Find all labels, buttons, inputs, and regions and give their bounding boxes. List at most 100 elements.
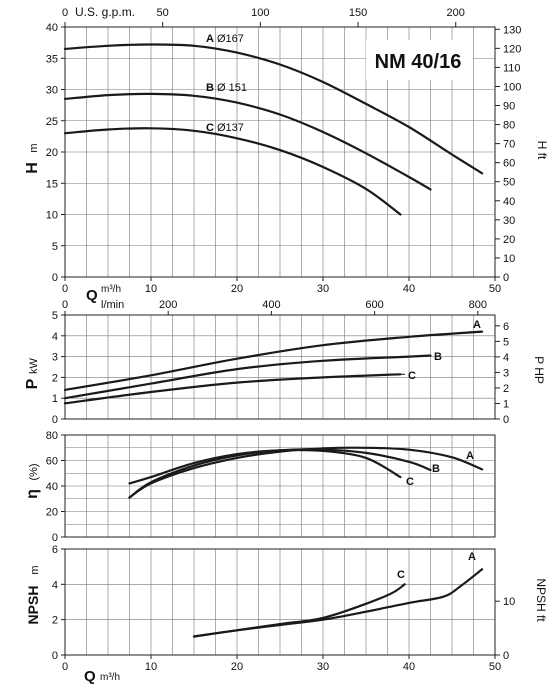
head-y-tick-label: 0 [52,272,58,284]
head-x-tick-label: 50 [489,283,501,295]
head-y-tick-label: 20 [46,147,58,159]
power-curve-c-label: C [408,370,416,382]
efficiency-y-tick-label: 20 [46,507,58,519]
power-y-tick-label: 0 [52,414,58,426]
head-curve-b-diameter: Ø 151 [217,82,247,94]
head-right-tick-label: 110 [503,62,521,74]
head-right-tick-label: 10 [503,253,515,265]
eff-curve-c-label: C [406,476,414,488]
power-curve-c [63,373,402,405]
head-x-tick-label: 20 [231,283,243,295]
lmin-tick-label: 400 [262,299,280,311]
npsh-frame [64,548,496,656]
efficiency-curve-c [128,448,402,485]
head-y-tick-label: 30 [46,85,58,97]
head-y-tick-label: 40 [46,22,58,34]
npsh-x-tick-label: 10 [145,661,157,673]
head-y-tick-label: 10 [46,210,58,222]
power-right-tick-label: 2 [503,383,509,395]
q-axis-label-top: Q [86,287,98,304]
head-right-tick-label: 100 [503,81,521,93]
q-axis-label-bottom: Q [84,668,96,685]
npsh-right-tick-label: 10 [503,596,515,608]
efficiency-y-tick-label: 80 [46,430,58,442]
efficiency-y-tick-label: 60 [46,456,58,468]
power-right-tick-label: 1 [503,398,509,410]
npsh-y-tick-label: 4 [52,579,58,591]
power-right-tick-label: 4 [503,352,509,364]
curve-layer [63,43,484,638]
head-right-tick-label: 40 [503,196,515,208]
usgpm-tick-label: 100 [251,7,269,19]
head-right-tick-label: 20 [503,234,515,246]
power-y-tick-label: 2 [52,372,58,384]
npsh-x-tick-label: 30 [317,661,329,673]
npsh-x-tick-label: 40 [403,661,415,673]
chart-title: NM 40/16 [375,51,462,73]
lmin-tick-label: 200 [159,299,177,311]
efficiency-y-tick-label: 0 [52,532,58,544]
head-right-tick-label: 0 [503,272,509,284]
tick-layer: 0510152025303540010203040506070809010011… [46,7,522,673]
power-right-tick-label: 5 [503,336,509,348]
head-y-tick-label: 25 [46,116,58,128]
npsh-right-tick-label: 0 [503,650,509,662]
npsh-y-tick-label: 6 [52,544,58,556]
npsh-curve-c-label: C [397,569,405,581]
title-box [366,40,473,80]
npsh-y-tick-label: 2 [52,615,58,627]
power-right-tick-label: 3 [503,367,509,379]
usgpm-tick-label: 150 [349,7,367,19]
eff-curve-b-label: B [432,463,440,475]
head-x-tick-label: 30 [317,283,329,295]
npsh-x-tick-label: 20 [231,661,243,673]
head-curve-a-letter: A [206,33,214,45]
power-curve-a [63,330,484,391]
q-unit-m3h-bottom: m³/h [100,672,120,683]
head-right-tick-label: 30 [503,215,515,227]
usgpm-tick-label: 50 [157,7,169,19]
npsh-ft-axis-label: NPSH ft [534,578,548,622]
power-right-tick-label: 6 [503,321,509,333]
power-y-tick-label: 1 [52,393,58,405]
head-y-tick-label: 5 [52,241,58,253]
q-unit-lmin: l/min [101,299,124,311]
efficiency-curve-a [128,446,484,499]
power-y-tick-label: 3 [52,352,58,364]
npsh-y-tick-label: 0 [52,650,58,662]
head-right-tick-label: 70 [503,139,515,151]
head-curve-c-diameter: Ø137 [217,122,244,134]
head-curve-a-diameter: Ø167 [217,33,244,45]
npsh-x-tick-label: 0 [62,661,68,673]
npsh-curve-c [192,583,406,638]
p-axis-label: P [24,378,41,389]
head-x-tick-label: 10 [145,283,157,295]
npsh-x-tick-label: 50 [489,661,501,673]
head-right-tick-label: 120 [503,43,521,55]
eta-unit-label: (%) [28,463,40,480]
power-y-tick-label: 4 [52,331,58,343]
head-curve-b-letter: B [206,82,214,94]
head-right-tick-label: 90 [503,101,515,113]
eta-axis-label: η [24,489,41,499]
power-curve-b-label: B [434,351,442,363]
power-right-tick-label: 0 [503,414,509,426]
npsh-unit-label: m [29,565,41,574]
head-right-tick-label: 130 [503,24,521,36]
h-ft-axis-label: H ft [535,141,549,160]
head-y-tick-label: 15 [46,178,58,190]
head-curve-b [63,92,432,191]
npsh-axis-label: NPSH [25,586,41,625]
power-y-tick-label: 5 [52,310,58,322]
grid-layer [65,27,495,655]
usgpm-tick-label: 200 [447,7,465,19]
head-curve-a [63,43,484,175]
efficiency-y-tick-label: 40 [46,481,58,493]
q-unit-m3h-top: m³/h [101,284,121,295]
head-curve-c-letter: C [206,122,214,134]
head-curve-c [63,127,402,216]
eff-curve-a-label: A [466,450,474,462]
usgpm-axis-label: U.S. g.p.m. [75,5,135,19]
usgpm-tick-label: 0 [62,7,68,19]
